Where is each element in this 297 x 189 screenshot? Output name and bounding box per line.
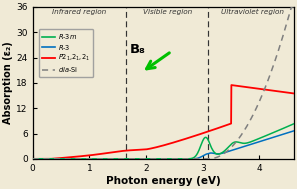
- Text: Ultraviolet region: Ultraviolet region: [221, 9, 284, 15]
- Legend: $R$-3$m$, $R$-3, $P$2$_1$,2$_1$,2$_1$, $dia$-Si: $R$-3$m$, $R$-3, $P$2$_1$,2$_1$,2$_1$, $…: [39, 29, 93, 77]
- X-axis label: Photon energy (eV): Photon energy (eV): [106, 176, 220, 186]
- Text: Visible region: Visible region: [143, 9, 192, 15]
- Text: Infrared region: Infrared region: [52, 9, 106, 15]
- Y-axis label: Absorption (ε₂): Absorption (ε₂): [4, 42, 13, 124]
- Text: B₈: B₈: [130, 43, 146, 56]
